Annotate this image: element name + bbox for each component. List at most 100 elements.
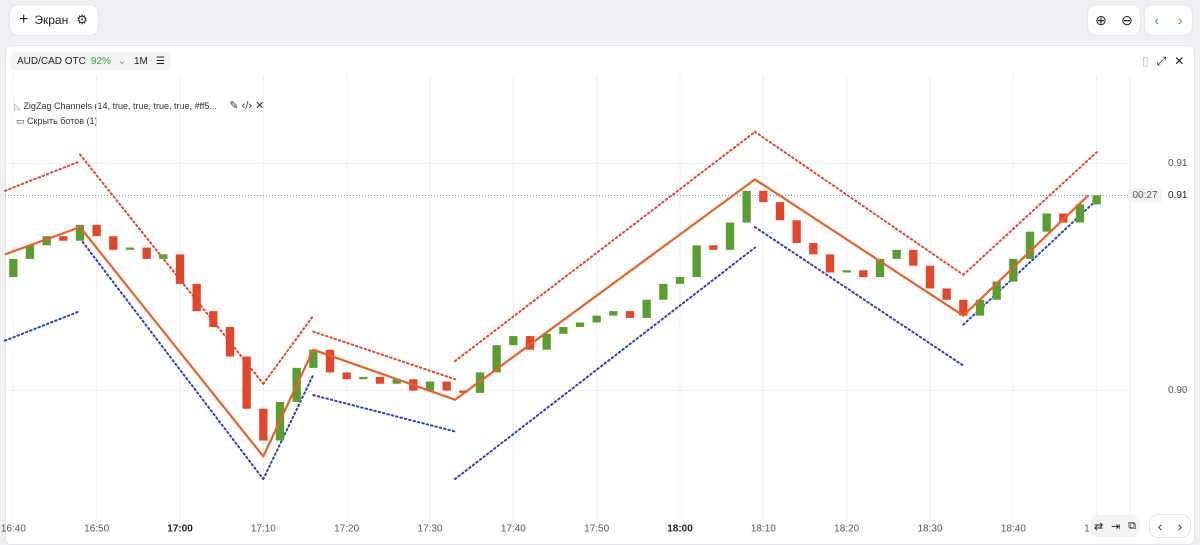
x-tick-label: 17:50 [584, 524, 609, 535]
y-tick-label: 0.91 [1168, 158, 1188, 169]
candle [1042, 213, 1051, 232]
candle [375, 376, 385, 384]
candle [325, 349, 335, 373]
nav-buttons[interactable]: ‹ › [1145, 5, 1192, 35]
candle [1092, 195, 1101, 205]
candle [425, 381, 435, 391]
candle [742, 190, 751, 223]
y-tick-label: 0.90 [1168, 385, 1188, 396]
candle [659, 283, 668, 300]
candle [442, 381, 451, 391]
zoom-out[interactable]: ⊖ [1121, 11, 1133, 28]
x-tick-label: 18:20 [834, 524, 859, 535]
candle [92, 224, 101, 237]
symbol: AUD/CAD OTC [17, 55, 86, 67]
chevron: ⌄ [117, 55, 127, 67]
last-price-label: 0.91 [1168, 190, 1188, 201]
channel-line [4, 130, 1098, 385]
candle [525, 336, 535, 350]
candle [975, 299, 985, 316]
candle [259, 408, 268, 441]
candle [109, 236, 118, 250]
candle [575, 322, 585, 328]
candle [942, 288, 951, 300]
hide-bots[interactable]: ▭ Скрыть ботов (1) [16, 116, 98, 126]
candle [242, 356, 251, 409]
x-tick-label: 17:30 [417, 524, 442, 535]
candle [1009, 258, 1018, 282]
next[interactable]: › [1177, 12, 1183, 28]
x-tick-label: 16:50 [84, 524, 109, 535]
candle [392, 379, 401, 384]
candle [175, 254, 185, 284]
candle [759, 190, 768, 203]
channel-line [4, 198, 1098, 481]
candle [142, 247, 151, 259]
plus-icon: + [19, 11, 29, 28]
x-tick-label: 18:00 [667, 524, 693, 535]
candle [642, 299, 651, 318]
candle [775, 202, 785, 221]
candle [42, 236, 51, 246]
candle [825, 254, 835, 273]
indicator-row: ◺ ZigZag Channels (14, true, true, true,… [14, 100, 265, 112]
candle [859, 270, 868, 278]
candle [992, 281, 1001, 300]
candle [959, 299, 968, 316]
prev[interactable]: ‹ [1154, 12, 1160, 28]
candle [309, 349, 318, 368]
candle [509, 336, 518, 346]
x-tick-label: 17:00 [167, 524, 193, 535]
candle [692, 245, 701, 278]
candle [875, 258, 885, 278]
candle [925, 265, 935, 289]
candle [359, 376, 368, 380]
timeframe: 1M [134, 55, 148, 67]
symbol-select[interactable]: AUD/CAD OTC 92% ⌄ [11, 52, 133, 70]
candle [59, 236, 68, 241]
scroll-buttons[interactable]: ‹ › [1150, 515, 1190, 537]
zoom-in[interactable]: ⊕ [1095, 11, 1107, 28]
candle [159, 254, 168, 259]
candle [9, 258, 18, 278]
x-tick-label: 18:30 [917, 524, 942, 535]
candle [625, 311, 635, 318]
screen-label: Экран [34, 13, 69, 27]
menu-icon: ☰ [155, 55, 165, 67]
candle [675, 277, 685, 284]
x-tick-label: 17:20 [334, 524, 359, 535]
hide-bots-label: Скрыть ботов (1) [27, 116, 98, 126]
candle [75, 224, 85, 241]
x-tick-label: 16:40 [1, 524, 26, 535]
x-tick-label: 17:10 [251, 524, 276, 535]
candle [809, 243, 818, 255]
candle [1025, 231, 1035, 259]
candle [342, 372, 351, 380]
timeframe-select[interactable]: 1M ☰ [128, 52, 171, 70]
candle [25, 245, 35, 259]
candle [1075, 204, 1085, 223]
x-tick-label: 17:40 [501, 524, 526, 535]
candle [492, 345, 501, 373]
candle [542, 333, 551, 350]
indicator-label: ZigZag Channels (14, true, true, true, t… [23, 101, 217, 111]
x-tick-label: 18:40 [1001, 524, 1026, 535]
candle [459, 390, 468, 393]
indicator-tools[interactable]: ✎ ‹/› ✕ [229, 100, 265, 112]
zoom-buttons[interactable]: ⊕ ⊖ [1088, 5, 1140, 35]
settings-icon[interactable]: ⚙ [76, 12, 88, 27]
candle [209, 311, 218, 328]
candle [609, 311, 618, 316]
candle [792, 220, 801, 244]
candle [892, 249, 901, 259]
candle [842, 270, 851, 273]
chart-tools[interactable]: ⇄ ⇥ ⧉ [1090, 515, 1140, 537]
window-controls[interactable]: ▯ ⤢ ✕ [1136, 52, 1191, 70]
countdown: 00:27 [1132, 190, 1157, 201]
candle [909, 249, 918, 266]
screen-button[interactable]: + Экран ⚙ [10, 5, 98, 35]
candle [125, 247, 135, 250]
x-tick-label: 18:10 [751, 524, 776, 535]
candle [709, 245, 718, 250]
